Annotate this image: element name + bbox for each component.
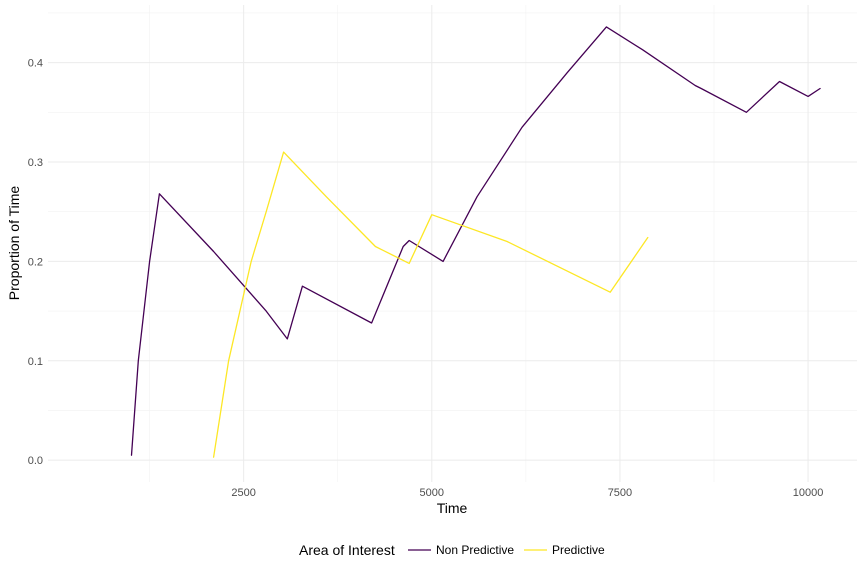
legend-label-non-predictive: Non Predictive [436, 543, 514, 557]
x-tick-label: 10000 [793, 487, 824, 499]
series-line-non-predictive [130, 26, 821, 456]
y-tick-label: 0.2 [28, 256, 43, 268]
y-tick-label: 0.1 [28, 356, 43, 368]
y-tick-label: 0.3 [28, 157, 43, 169]
x-axis-title: Time [437, 500, 468, 516]
major-gridlines [48, 5, 857, 482]
y-tick-label: 0.4 [28, 58, 43, 70]
y-axis-title: Proportion of Time [6, 186, 22, 301]
legend: Area of Interest Non Predictive Predictiv… [299, 542, 605, 558]
y-axis-tick-labels: 0.0 0.1 0.2 0.3 0.4 [28, 58, 43, 468]
series-lines [130, 26, 821, 458]
series-line-predictive [212, 151, 649, 458]
minor-gridlines [48, 5, 857, 482]
x-axis-tick-labels: 2500 5000 7500 10000 [231, 487, 823, 499]
x-tick-label: 7500 [608, 487, 632, 499]
y-tick-label: 0.0 [28, 455, 43, 467]
x-tick-label: 2500 [231, 487, 255, 499]
legend-items: Non Predictive Predictive [408, 543, 605, 557]
legend-title: Area of Interest [299, 542, 395, 558]
legend-label-predictive: Predictive [552, 543, 605, 557]
x-tick-label: 5000 [420, 487, 444, 499]
